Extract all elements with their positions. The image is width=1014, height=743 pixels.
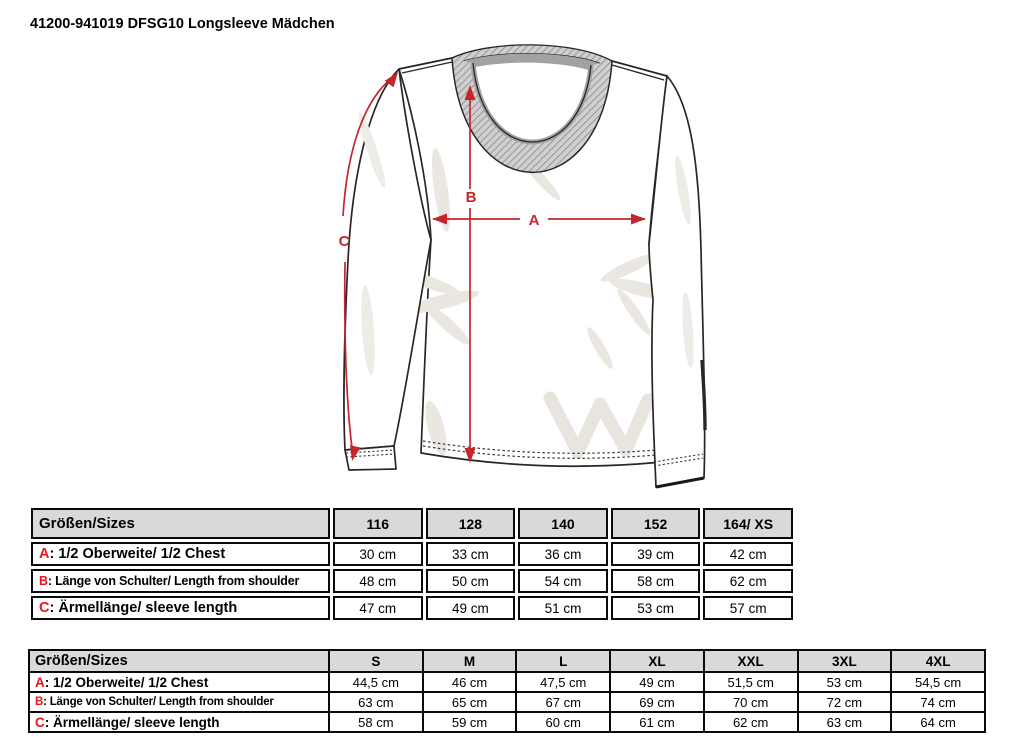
- sizes-header-label: Größen/Sizes: [28, 649, 330, 673]
- table-row: A: 1/2 Oberweite/ 1/2 Chest 30 cm 33 cm …: [31, 542, 793, 566]
- measure-value: 46 cm: [421, 671, 518, 693]
- right-sleeve: [648, 75, 707, 489]
- shoulder-seams: [398, 57, 668, 81]
- garment-diagram: A B C: [339, 44, 707, 489]
- measure-arrow-c: [342, 77, 393, 449]
- measure-letter: A: [39, 546, 50, 562]
- measure-value: 47 cm: [333, 596, 423, 620]
- measure-label-text: : Ärmellänge/ sleeve length: [44, 714, 220, 730]
- measure-value: 63 cm: [796, 711, 893, 733]
- measure-row-label: B: Länge von Schulter/ Length from shoul…: [31, 569, 330, 593]
- size-column-header: 116: [333, 508, 423, 539]
- measure-value: 59 cm: [421, 711, 518, 733]
- measure-label-text: : Ärmellänge/ sleeve length: [49, 600, 238, 616]
- table-row: C: Ärmellänge/ sleeve length 58 cm 59 cm…: [28, 711, 986, 733]
- measure-value: 54,5 cm: [890, 671, 986, 693]
- measure-value: 48 cm: [333, 569, 423, 593]
- table-row: C: Ärmellänge/ sleeve length 47 cm 49 cm…: [31, 596, 793, 620]
- sizes-header-label: Größen/Sizes: [31, 508, 330, 539]
- measure-row-label: A: 1/2 Oberweite/ 1/2 Chest: [31, 542, 330, 566]
- table-header-row: Größen/Sizes 116 128 140 152 164/ XS: [31, 508, 793, 539]
- measure-value: 50 cm: [425, 569, 516, 593]
- size-table-adults: Größen/Sizes S M L XL XXL 3XL 4XL A: 1/2…: [28, 649, 986, 733]
- measure-value: 51,5 cm: [702, 671, 799, 693]
- measure-value: 51 cm: [518, 596, 608, 620]
- collar: [450, 44, 614, 174]
- size-column-header: XXL: [702, 649, 799, 673]
- page-title: 41200-941019 DFSG10 Longsleeve Mädchen: [30, 16, 335, 32]
- size-column-header: 128: [425, 508, 516, 539]
- measure-value: 64 cm: [890, 711, 986, 733]
- measure-value: 61 cm: [609, 711, 705, 733]
- measure-row-label: B: Länge von Schulter/ Length from shoul…: [28, 691, 330, 713]
- measure-label-text: : Länge von Schulter/ Length from should…: [43, 696, 274, 708]
- measure-letter: C: [35, 714, 45, 730]
- measure-value: 49 cm: [609, 671, 705, 693]
- measure-value: 42 cm: [703, 542, 793, 566]
- label-b: B: [466, 189, 477, 206]
- measure-letter: A: [35, 674, 45, 690]
- hem-stitching: [422, 440, 688, 459]
- table-row: A: 1/2 Oberweite/ 1/2 Chest 44,5 cm 46 c…: [28, 671, 986, 693]
- measure-value: 30 cm: [333, 542, 423, 566]
- measure-label-text: : 1/2 Oberweite/ 1/2 Chest: [49, 546, 226, 562]
- table-row: B: Länge von Schulter/ Length from shoul…: [31, 569, 793, 593]
- measure-letters: A B C: [339, 189, 540, 250]
- size-column-header: 164/ XS: [703, 508, 793, 539]
- measure-letter: C: [39, 600, 50, 616]
- measure-value: 74 cm: [890, 691, 986, 713]
- size-column-header: 140: [518, 508, 608, 539]
- size-column-header: XL: [609, 649, 705, 673]
- measure-value: 72 cm: [796, 691, 893, 713]
- measure-value: 65 cm: [421, 691, 518, 713]
- measure-value: 62 cm: [702, 711, 799, 733]
- measure-value: 39 cm: [610, 542, 701, 566]
- measure-value: 62 cm: [703, 569, 793, 593]
- measure-letter: B: [39, 574, 48, 588]
- size-column-header: 152: [610, 508, 701, 539]
- measure-value: 49 cm: [425, 596, 516, 620]
- measure-row-label: A: 1/2 Oberweite/ 1/2 Chest: [28, 671, 330, 693]
- measure-value: 60 cm: [515, 711, 612, 733]
- label-c: C: [339, 233, 350, 250]
- size-table-kids: Größen/Sizes 116 128 140 152 164/ XS A: …: [28, 505, 796, 623]
- size-column-header: S: [328, 649, 424, 673]
- size-column-header: 3XL: [796, 649, 893, 673]
- measure-arrowheads: [350, 72, 646, 463]
- measure-value: 33 cm: [425, 542, 516, 566]
- measure-letter: B: [35, 696, 44, 708]
- measure-value: 67 cm: [515, 691, 612, 713]
- measure-value: 53 cm: [610, 596, 701, 620]
- measure-value: 57 cm: [703, 596, 793, 620]
- table-header-row: Größen/Sizes S M L XL XXL 3XL 4XL: [28, 649, 986, 673]
- measure-value: 54 cm: [518, 569, 608, 593]
- measure-value: 47,5 cm: [515, 671, 612, 693]
- measure-value: 58 cm: [610, 569, 701, 593]
- measure-value: 63 cm: [328, 691, 424, 713]
- measure-arrows: [342, 77, 645, 451]
- measure-value: 69 cm: [609, 691, 705, 713]
- size-column-header: 4XL: [890, 649, 986, 673]
- measure-value: 44,5 cm: [328, 671, 424, 693]
- measure-value: 58 cm: [328, 711, 424, 733]
- measure-value: 53 cm: [796, 671, 893, 693]
- label-a: A: [529, 212, 540, 229]
- table-row: B: Länge von Schulter/ Length from shoul…: [28, 691, 986, 713]
- longsleeve-technical-drawing: A B C: [339, 44, 707, 489]
- measure-label-text: : 1/2 Oberweite/ 1/2 Chest: [44, 674, 209, 690]
- size-column-header: M: [421, 649, 518, 673]
- measure-value: 70 cm: [702, 691, 799, 713]
- measure-label-text: : Länge von Schulter/ Length from should…: [47, 574, 300, 588]
- measure-row-label: C: Ärmellänge/ sleeve length: [28, 711, 330, 733]
- size-column-header: L: [515, 649, 612, 673]
- measure-row-label: C: Ärmellänge/ sleeve length: [31, 596, 330, 620]
- measure-value: 36 cm: [518, 542, 608, 566]
